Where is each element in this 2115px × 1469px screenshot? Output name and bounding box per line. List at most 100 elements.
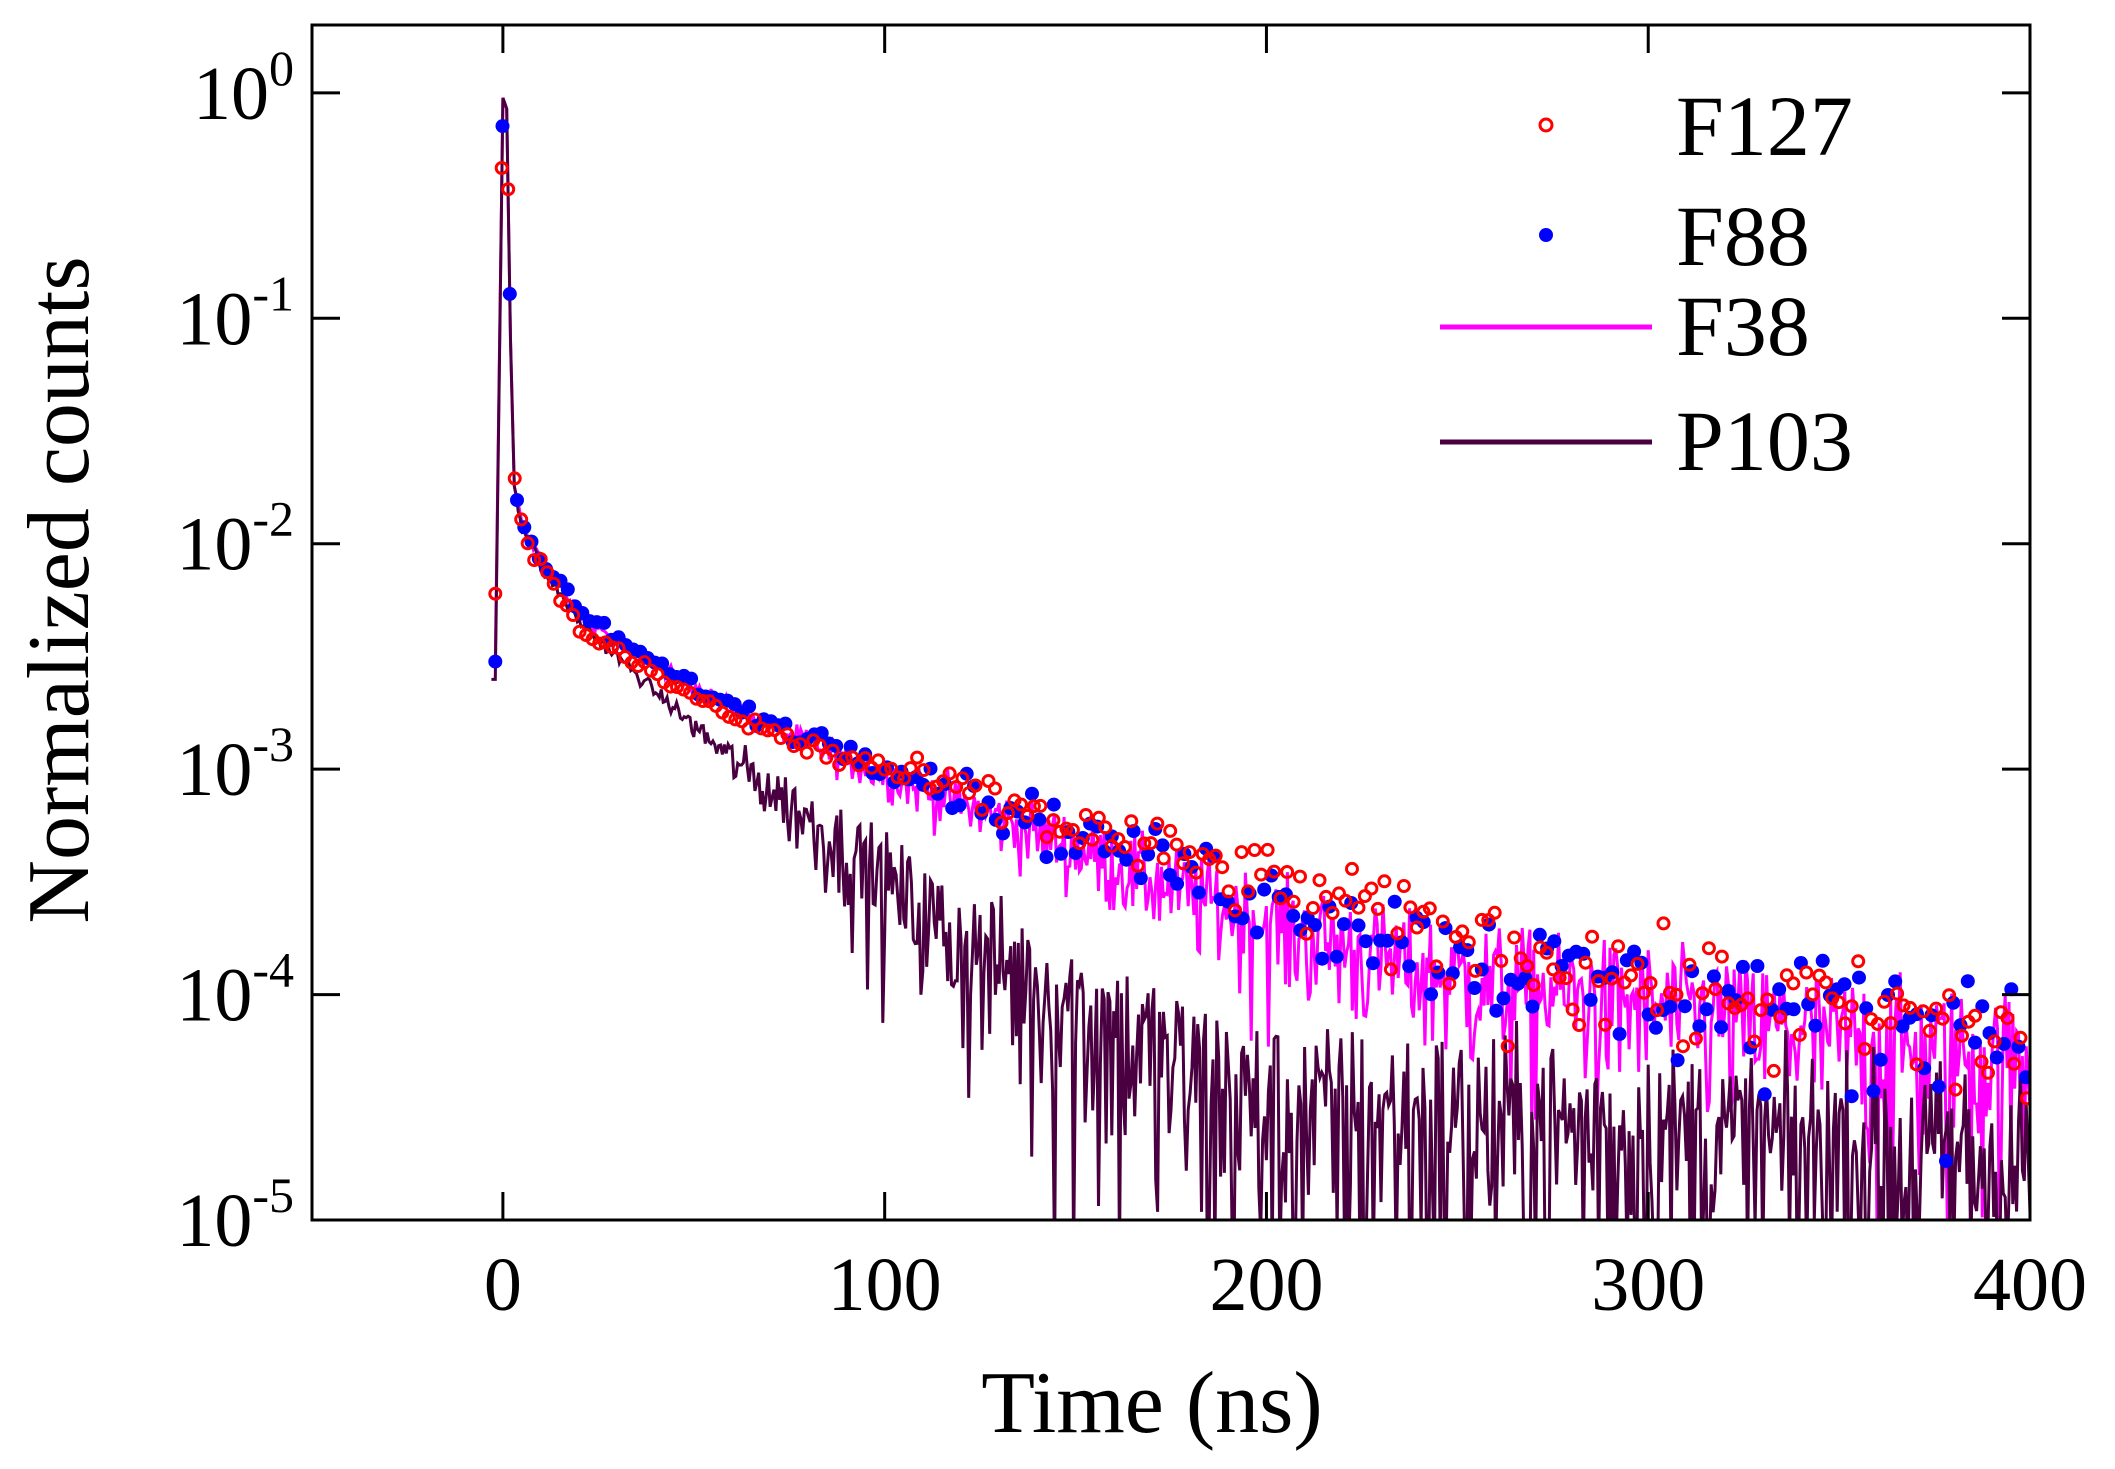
data-point-f88 — [560, 582, 575, 597]
data-point-f127 — [799, 745, 814, 760]
data-point-f88 — [1750, 959, 1765, 973]
data-point-f88 — [502, 286, 517, 301]
data-point-f88 — [1257, 882, 1272, 897]
data-point-f88 — [1366, 956, 1380, 971]
data-point-f127 — [1039, 830, 1054, 845]
data-point-f127 — [942, 766, 957, 781]
data-point-f88 — [1699, 1002, 1714, 1017]
data-point-f127 — [1435, 914, 1450, 929]
data-point-f127 — [812, 738, 827, 753]
data-point-f88 — [1191, 885, 1206, 900]
data-point-f127 — [1455, 924, 1470, 939]
x-tick-label: 300 — [1591, 1243, 1705, 1327]
data-point-f127 — [923, 781, 938, 796]
data-point-f88 — [1547, 934, 1562, 949]
data-point-f127 — [527, 553, 542, 568]
tick-layer — [312, 25, 2032, 1222]
data-point-f127 — [1688, 1031, 1703, 1046]
data-point-f127 — [1747, 1034, 1762, 1049]
data-point-f127 — [1740, 991, 1755, 1006]
legend-swatch-f127 — [1538, 117, 1554, 133]
data-point-f88 — [1336, 917, 1351, 932]
data-point-f127 — [955, 771, 970, 786]
data-point-f88 — [1025, 786, 1039, 801]
data-point-f88 — [1743, 1040, 1758, 1055]
data-point-f127 — [1020, 808, 1035, 823]
data-point-f127 — [1572, 1018, 1587, 1032]
data-point-f127 — [1695, 986, 1710, 1001]
data-point-f127 — [566, 608, 581, 622]
series-f127 — [488, 161, 2030, 1106]
data-point-f88 — [1402, 959, 1417, 974]
data-point-f127 — [1929, 1001, 1944, 1016]
data-point-f127 — [1280, 865, 1295, 879]
data-point-f88 — [2018, 1070, 2030, 1085]
data-point-f127 — [1429, 959, 1444, 974]
data-point-f127 — [1293, 869, 1307, 884]
data-point-f127 — [1935, 1011, 1950, 1026]
data-point-f127 — [1383, 962, 1398, 977]
data-point-f127 — [507, 471, 522, 486]
data-point-f127 — [1870, 1016, 1885, 1031]
y-tick-label: 10-4 — [176, 942, 294, 1038]
data-point-f88 — [981, 795, 996, 810]
data-point-f127 — [1098, 820, 1113, 835]
data-point-f127 — [1306, 901, 1320, 915]
data-point-f127 — [1396, 879, 1411, 893]
data-point-f88 — [1293, 923, 1308, 938]
data-point-f127 — [1234, 845, 1249, 860]
data-point-f88 — [1307, 918, 1322, 932]
data-point-f127 — [1974, 1054, 1989, 1069]
data-point-f127 — [533, 552, 548, 567]
data-point-f127 — [1877, 994, 1892, 1009]
data-point-f88 — [1866, 1084, 1881, 1099]
data-point-f127 — [1377, 874, 1392, 889]
data-point-f88 — [1975, 999, 1990, 1014]
data-point-f88 — [1968, 1035, 1982, 1050]
data-point-f127 — [488, 586, 503, 601]
data-point-f127 — [916, 763, 931, 778]
data-point-f127 — [1014, 797, 1028, 812]
data-point-f127 — [1325, 906, 1340, 920]
data-point-f127 — [1254, 867, 1269, 882]
data-point-f127 — [1792, 1027, 1807, 1042]
data-point-f127 — [592, 636, 607, 651]
data-point-f127 — [858, 751, 873, 766]
data-point-f127 — [1851, 954, 1866, 969]
data-point-f127 — [1468, 963, 1483, 978]
data-point-f127 — [1474, 912, 1489, 927]
data-point-f127 — [2019, 1091, 2030, 1106]
data-point-f127 — [1137, 836, 1152, 851]
data-point-f88 — [1054, 846, 1068, 861]
data-point-f88 — [1249, 925, 1264, 940]
data-point-f88 — [1844, 1089, 1859, 1104]
data-point-f88 — [1786, 1002, 1801, 1017]
x-axis-title: Time (ns) — [981, 1355, 1322, 1452]
data-point-f127 — [1916, 1004, 1931, 1019]
data-point-f127 — [1461, 935, 1476, 950]
data-point-f127 — [2000, 1011, 2015, 1026]
data-point-f127 — [546, 576, 561, 591]
data-point-f127 — [1643, 976, 1658, 990]
data-point-f127 — [1156, 851, 1171, 866]
data-point-f88 — [510, 493, 524, 508]
data-point-f127 — [1903, 1000, 1918, 1015]
data-point-f88 — [1424, 987, 1438, 1002]
data-point-f88 — [2004, 982, 2019, 997]
data-point-f127 — [1176, 856, 1191, 871]
data-point-f88 — [655, 656, 670, 671]
data-point-f127 — [1611, 939, 1626, 954]
data-point-f127 — [1059, 821, 1074, 836]
data-point-f127 — [747, 712, 762, 727]
data-point-f88 — [1133, 871, 1148, 886]
data-point-f127 — [670, 680, 684, 694]
data-point-f88 — [1532, 927, 1547, 942]
data-point-f127 — [494, 161, 509, 175]
data-point-f127 — [845, 750, 860, 765]
data-point-f127 — [780, 727, 795, 742]
data-point-f88 — [1315, 951, 1330, 966]
data-point-f127 — [1760, 992, 1775, 1007]
